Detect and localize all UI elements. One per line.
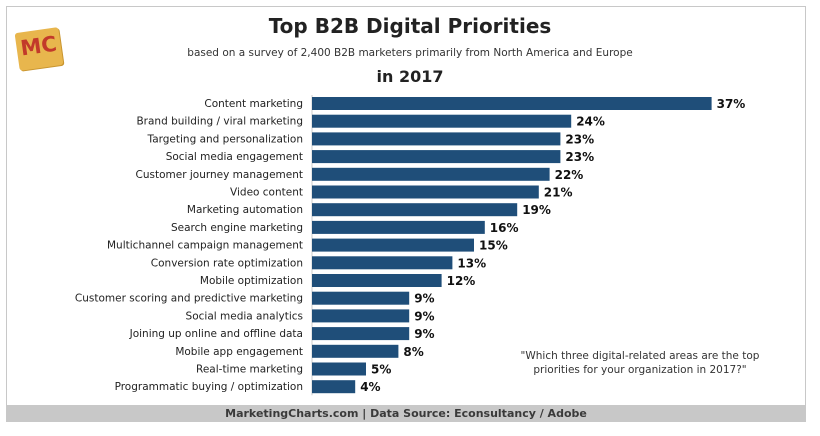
- survey-question-annotation: "Which three digital-related areas are t…: [520, 350, 760, 376]
- value-label: 23%: [565, 150, 594, 164]
- bar: [312, 150, 561, 164]
- category-label: Customer scoring and predictive marketin…: [75, 293, 303, 305]
- bar: [312, 291, 410, 305]
- category-label: Brand building / viral marketing: [136, 116, 303, 128]
- value-label: 12%: [447, 274, 476, 288]
- chart-period: in 2017: [376, 67, 444, 86]
- category-label: Real-time marketing: [196, 364, 303, 376]
- category-label: Targeting and personalization: [147, 133, 303, 145]
- category-label: Customer journey management: [136, 169, 303, 181]
- bar: [312, 380, 356, 394]
- chart-subtitle: based on a survey of 2,400 B2B marketers…: [187, 47, 633, 59]
- value-label: 24%: [576, 115, 605, 129]
- category-label: Social media analytics: [186, 310, 303, 322]
- category-label: Multichannel campaign management: [107, 240, 303, 252]
- value-label: 13%: [457, 256, 486, 270]
- bar: [312, 309, 410, 323]
- category-label: Content marketing: [204, 98, 303, 110]
- value-label: 21%: [544, 186, 573, 200]
- value-label: 22%: [555, 168, 584, 182]
- bar: [312, 97, 712, 110]
- category-label: Video content: [230, 187, 303, 199]
- bar: [312, 344, 399, 358]
- category-label: Search engine marketing: [171, 222, 303, 234]
- bar: [312, 256, 453, 270]
- bar: [312, 220, 485, 234]
- bar: [312, 327, 410, 341]
- category-label: Mobile optimization: [200, 275, 303, 287]
- bar: [312, 185, 539, 199]
- value-label: 15%: [479, 239, 508, 253]
- bar: [312, 167, 550, 181]
- value-label: 9%: [414, 327, 434, 341]
- category-label: Mobile app engagement: [175, 346, 303, 358]
- bar: [312, 114, 572, 128]
- value-label: 37%: [717, 97, 746, 111]
- value-label: 19%: [522, 203, 551, 217]
- bar: [312, 362, 366, 376]
- category-label: Programmatic buying / optimization: [115, 381, 303, 393]
- value-label: 9%: [414, 292, 434, 306]
- value-label: 8%: [403, 345, 423, 359]
- category-label: Marketing automation: [187, 204, 303, 216]
- category-label: Social media engagement: [166, 151, 303, 163]
- value-label: 4%: [360, 380, 380, 394]
- category-label: Joining up online and offline data: [129, 328, 303, 340]
- chart-title: Top B2B Digital Priorities: [268, 14, 552, 38]
- value-label: 23%: [565, 132, 594, 146]
- value-label: 5%: [371, 363, 391, 377]
- bar: [312, 132, 561, 146]
- value-label: 9%: [414, 309, 434, 323]
- value-label: 16%: [490, 221, 519, 235]
- bar: [312, 274, 442, 287]
- bar: [312, 203, 518, 217]
- footer-source: MarketingCharts.com | Data Source: Econs…: [6, 405, 806, 422]
- bar: [312, 238, 474, 252]
- category-label: Conversion rate optimization: [151, 257, 303, 269]
